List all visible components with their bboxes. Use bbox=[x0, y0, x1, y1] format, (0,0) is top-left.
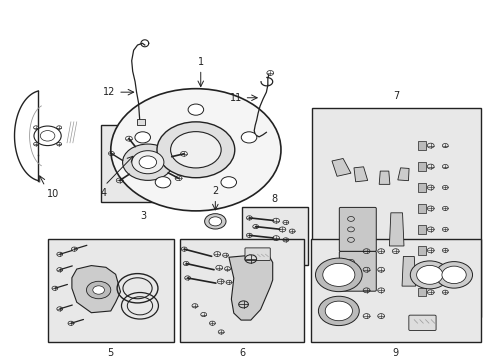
Circle shape bbox=[135, 132, 150, 143]
Circle shape bbox=[155, 177, 170, 188]
Polygon shape bbox=[401, 256, 415, 286]
Circle shape bbox=[170, 132, 221, 168]
Circle shape bbox=[325, 301, 352, 321]
FancyBboxPatch shape bbox=[339, 207, 375, 251]
Circle shape bbox=[416, 265, 442, 284]
Bar bbox=[417, 204, 426, 213]
Circle shape bbox=[93, 286, 104, 294]
Text: 5: 5 bbox=[107, 348, 114, 358]
Bar bbox=[47, 239, 174, 342]
Circle shape bbox=[157, 122, 234, 178]
Text: 7: 7 bbox=[392, 91, 399, 101]
Text: 11: 11 bbox=[229, 93, 242, 103]
Circle shape bbox=[132, 151, 163, 174]
Polygon shape bbox=[353, 167, 367, 182]
Text: 3: 3 bbox=[140, 211, 146, 221]
Bar bbox=[136, 119, 145, 125]
Polygon shape bbox=[388, 213, 403, 246]
Text: 2: 2 bbox=[212, 186, 218, 196]
FancyBboxPatch shape bbox=[339, 251, 375, 291]
Circle shape bbox=[208, 217, 221, 226]
Bar bbox=[417, 288, 426, 296]
Bar bbox=[180, 239, 304, 342]
Polygon shape bbox=[72, 266, 120, 313]
Circle shape bbox=[221, 177, 236, 188]
Circle shape bbox=[322, 264, 354, 287]
Text: 9: 9 bbox=[392, 348, 398, 358]
Polygon shape bbox=[228, 254, 272, 320]
Bar bbox=[417, 267, 426, 275]
Text: 10: 10 bbox=[46, 189, 59, 199]
Bar bbox=[417, 225, 426, 234]
Circle shape bbox=[318, 296, 359, 325]
Circle shape bbox=[188, 104, 203, 115]
Bar bbox=[417, 162, 426, 171]
Polygon shape bbox=[397, 168, 408, 181]
Circle shape bbox=[122, 144, 173, 180]
Text: 6: 6 bbox=[239, 348, 245, 358]
Circle shape bbox=[315, 258, 362, 292]
Bar bbox=[311, 108, 480, 318]
Circle shape bbox=[435, 262, 471, 288]
FancyBboxPatch shape bbox=[244, 248, 270, 261]
Circle shape bbox=[139, 156, 156, 168]
Circle shape bbox=[111, 89, 281, 211]
Circle shape bbox=[204, 214, 225, 229]
Bar bbox=[417, 246, 426, 255]
Text: 1: 1 bbox=[197, 57, 203, 67]
Circle shape bbox=[86, 281, 111, 299]
Bar bbox=[242, 207, 307, 265]
Polygon shape bbox=[331, 158, 350, 176]
Bar bbox=[101, 125, 186, 202]
Polygon shape bbox=[378, 171, 389, 184]
Circle shape bbox=[241, 132, 256, 143]
Bar bbox=[417, 141, 426, 150]
Bar bbox=[310, 239, 480, 342]
Bar bbox=[417, 183, 426, 192]
Circle shape bbox=[409, 261, 448, 289]
Circle shape bbox=[441, 266, 465, 284]
Text: 4: 4 bbox=[100, 188, 106, 198]
Text: 12: 12 bbox=[103, 87, 116, 97]
Text: 8: 8 bbox=[271, 194, 277, 204]
FancyBboxPatch shape bbox=[408, 315, 435, 330]
